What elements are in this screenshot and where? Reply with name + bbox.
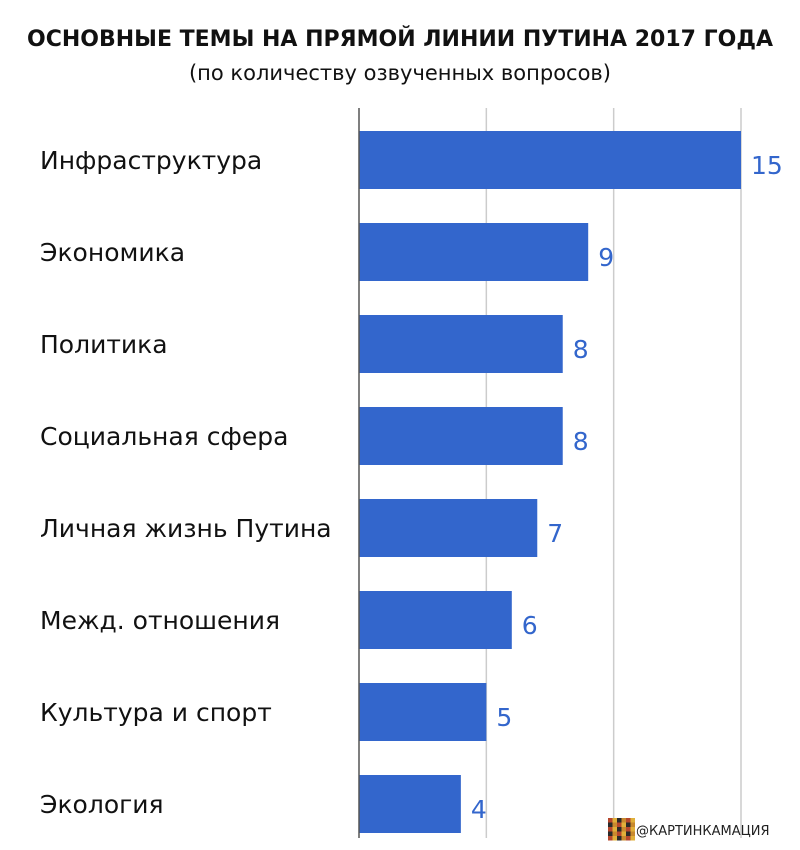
value-label: 8 (573, 335, 589, 364)
logo-pixel (617, 822, 622, 827)
logo-pixel (617, 827, 622, 832)
logo-pixel (621, 827, 626, 832)
logo-pixel (612, 836, 617, 841)
value-label: 9 (598, 243, 614, 272)
logo-pixel (608, 827, 613, 832)
logo-pixel (626, 836, 631, 841)
value-label: 8 (573, 427, 589, 456)
bar (359, 775, 461, 833)
category-label: Межд. отношения (40, 606, 280, 635)
logo-pixel (626, 818, 631, 823)
logo-pixel (608, 818, 613, 823)
logo-pixel (608, 822, 613, 827)
logo-pixel (626, 822, 631, 827)
bar (359, 131, 741, 189)
logo-pixel (612, 831, 617, 836)
gridlines (485, 108, 742, 838)
category-label: Политика (40, 330, 168, 359)
logo-pixel (630, 822, 635, 827)
logo-pixel (617, 836, 622, 841)
logo-pixel (626, 831, 631, 836)
logo-pixel (608, 831, 613, 836)
value-label: 7 (547, 519, 563, 548)
category-label: Личная жизнь Путина (40, 514, 332, 543)
logo-pixel (621, 818, 626, 823)
logo-pixel (617, 831, 622, 836)
category-label: Инфраструктура (40, 146, 262, 175)
watermark-text: @КАРТИНКАМАЦИЯ (636, 824, 770, 839)
watermark: @КАРТИНКАМАЦИЯ (608, 818, 770, 841)
value-label: 4 (471, 795, 487, 824)
category-label: Культура и спорт (40, 698, 272, 727)
logo-pixel (612, 827, 617, 832)
bar (359, 223, 589, 281)
bar (359, 591, 512, 649)
logo-pixel (612, 818, 617, 823)
logo-pixel (630, 836, 635, 841)
chart-subtitle: (по количеству озвученных вопросов) (189, 61, 611, 85)
logo-pixel (612, 822, 617, 827)
category-labels: Инфраструктура Экономика Политика Социальна… (40, 146, 332, 819)
pixel-logo-icon (608, 818, 635, 841)
logo-pixel (621, 831, 626, 836)
logo-pixel (621, 822, 626, 827)
value-label: 15 (751, 151, 783, 180)
bars-group (359, 131, 741, 833)
category-label: Социальная сфера (40, 422, 288, 451)
logo-pixel (621, 836, 626, 841)
value-label: 5 (496, 703, 512, 732)
bar (359, 315, 563, 373)
logo-pixel (630, 818, 635, 823)
logo-pixel (630, 827, 635, 832)
bar (359, 683, 487, 741)
bar (359, 499, 538, 557)
category-label: Экология (40, 790, 164, 819)
logo-pixel (630, 831, 635, 836)
category-label: Экономика (40, 238, 185, 267)
logo-pixel (608, 836, 613, 841)
chart-title: ОСНОВНЫЕ ТЕМЫ НА ПРЯМОЙ ЛИНИИ ПУТИНА 201… (27, 26, 773, 52)
logo-pixel (626, 827, 631, 832)
logo-pixel (617, 818, 622, 823)
value-labels: 15 9 8 8 7 6 5 4 (471, 151, 783, 824)
bar (359, 407, 563, 465)
value-label: 6 (522, 611, 538, 640)
